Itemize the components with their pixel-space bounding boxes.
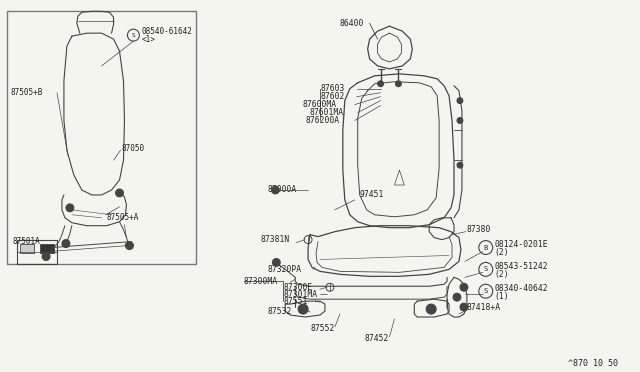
Circle shape (457, 118, 463, 124)
Circle shape (273, 259, 280, 266)
Text: 87380: 87380 (467, 225, 492, 234)
Text: 97451: 97451 (360, 190, 384, 199)
Text: 87603: 87603 (320, 84, 344, 93)
Text: ^870 10 50: ^870 10 50 (568, 359, 618, 368)
Text: 87602: 87602 (320, 92, 344, 101)
Text: S: S (484, 266, 488, 272)
Text: 87501A: 87501A (12, 237, 40, 246)
Circle shape (116, 189, 124, 197)
Text: 87300MA: 87300MA (244, 277, 278, 286)
Text: 87452: 87452 (365, 334, 389, 343)
Circle shape (462, 285, 466, 289)
Circle shape (457, 98, 463, 104)
Text: S: S (132, 33, 135, 38)
Text: 87000A: 87000A (268, 186, 297, 195)
Circle shape (457, 162, 463, 168)
Circle shape (125, 241, 133, 250)
Text: 08543-51242: 08543-51242 (495, 262, 548, 271)
Circle shape (458, 99, 461, 102)
Text: 87532: 87532 (268, 307, 292, 315)
Text: 87381N: 87381N (260, 235, 290, 244)
Circle shape (42, 253, 50, 260)
Text: (2): (2) (495, 248, 509, 257)
Bar (20, 244, 34, 253)
Circle shape (378, 82, 383, 86)
Circle shape (426, 304, 436, 314)
Text: 87320PA: 87320PA (268, 265, 301, 274)
Circle shape (462, 305, 466, 309)
Circle shape (273, 188, 277, 192)
Text: B: B (484, 244, 488, 250)
Circle shape (118, 191, 122, 195)
Circle shape (298, 304, 308, 314)
Text: 08540-61642: 08540-61642 (141, 27, 192, 36)
Text: 08340-40642: 08340-40642 (495, 284, 548, 293)
Text: (1): (1) (495, 292, 509, 301)
Text: 87551: 87551 (284, 296, 308, 306)
Circle shape (460, 303, 468, 311)
Circle shape (62, 240, 70, 247)
Text: 87300E: 87300E (284, 283, 312, 292)
Text: 87552: 87552 (310, 324, 335, 333)
Circle shape (378, 81, 383, 87)
Text: 876200A: 876200A (305, 116, 339, 125)
Circle shape (396, 81, 401, 87)
Text: S: S (484, 288, 488, 294)
Text: 87301MA: 87301MA (284, 290, 317, 299)
Circle shape (301, 307, 306, 312)
Circle shape (429, 307, 434, 312)
Circle shape (68, 206, 72, 210)
Text: 87505+A: 87505+A (107, 213, 139, 222)
Text: (2): (2) (495, 270, 509, 279)
Text: 87418+A: 87418+A (467, 302, 501, 312)
Circle shape (66, 204, 74, 212)
Text: 08124-0201E: 08124-0201E (495, 240, 548, 249)
Text: 86400: 86400 (340, 19, 364, 28)
Text: 87050: 87050 (122, 144, 145, 153)
Text: 87601MA: 87601MA (309, 108, 343, 117)
Bar (40, 244, 54, 253)
Circle shape (396, 82, 401, 86)
Circle shape (460, 283, 468, 291)
Circle shape (271, 186, 279, 194)
Bar (7, 11, 196, 264)
Text: <1>: <1> (141, 35, 156, 44)
Text: 87600MA: 87600MA (302, 100, 336, 109)
Circle shape (453, 293, 461, 301)
Text: 87505+B: 87505+B (10, 88, 43, 97)
Circle shape (455, 295, 459, 299)
